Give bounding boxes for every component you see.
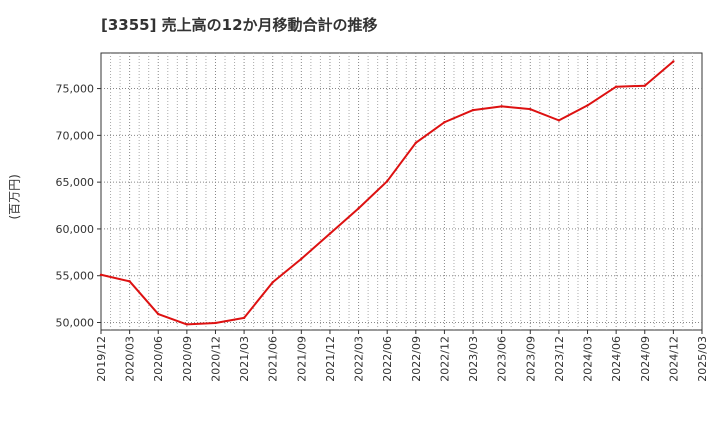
data-point (357, 207, 360, 210)
data-point (643, 84, 646, 87)
data-point (614, 85, 618, 88)
data-point (557, 119, 561, 122)
x-tick-label: 2023/09 (524, 336, 537, 382)
x-tick-label: 2019/12 (95, 336, 108, 382)
data-point (529, 107, 532, 111)
y-tick-label: 60,000 (56, 223, 95, 236)
x-tick-label: 2021/06 (267, 336, 280, 382)
data-point (443, 121, 446, 124)
data-point (185, 323, 189, 326)
x-tick-label: 2022/09 (410, 336, 423, 382)
data-point (128, 280, 131, 283)
y-tick-label: 75,000 (56, 83, 95, 96)
data-point (471, 108, 475, 112)
data-point (214, 321, 217, 325)
data-point (242, 316, 246, 320)
y-tick-label: 50,000 (56, 317, 95, 330)
x-tick-label: 2024/12 (667, 336, 680, 382)
plot-frame (100, 52, 703, 331)
data-point (672, 60, 675, 63)
x-tick-label: 2023/03 (467, 336, 480, 382)
x-tick-label: 2024/09 (639, 336, 652, 382)
data-point (414, 141, 418, 145)
data-point (586, 104, 589, 107)
x-tick-label: 2020/06 (152, 336, 165, 382)
x-tick-label: 2021/09 (295, 336, 308, 382)
x-tick-label: 2023/06 (496, 336, 509, 382)
x-tick-label: 2023/12 (553, 336, 566, 382)
x-tick-label: 2025/03 (696, 336, 709, 382)
x-tick-label: 2020/03 (124, 336, 137, 382)
y-tick-label: 65,000 (56, 176, 95, 189)
x-tick-label: 2024/03 (582, 336, 595, 382)
x-tick-label: 2020/09 (181, 336, 194, 382)
x-tick-label: 2021/03 (238, 336, 251, 382)
data-point (385, 180, 389, 183)
data-point (157, 312, 160, 316)
x-tick-label: 2022/12 (438, 336, 451, 382)
data-point (328, 232, 332, 235)
x-tick-label: 2020/12 (209, 336, 222, 382)
data-point (500, 105, 503, 108)
data-point (271, 281, 274, 284)
chart-title: [3355] 売上高の12か月移動合計の推移 (101, 16, 378, 34)
y-tick-label: 70,000 (56, 129, 95, 142)
x-tick-label: 2021/12 (324, 336, 337, 382)
x-tick-label: 2022/06 (381, 336, 394, 382)
data-point (300, 257, 303, 261)
y-tick-label: 55,000 (56, 270, 95, 283)
x-tick-label: 2024/06 (610, 336, 623, 382)
data-point (99, 273, 103, 276)
x-tick-label: 2022/03 (353, 336, 366, 382)
